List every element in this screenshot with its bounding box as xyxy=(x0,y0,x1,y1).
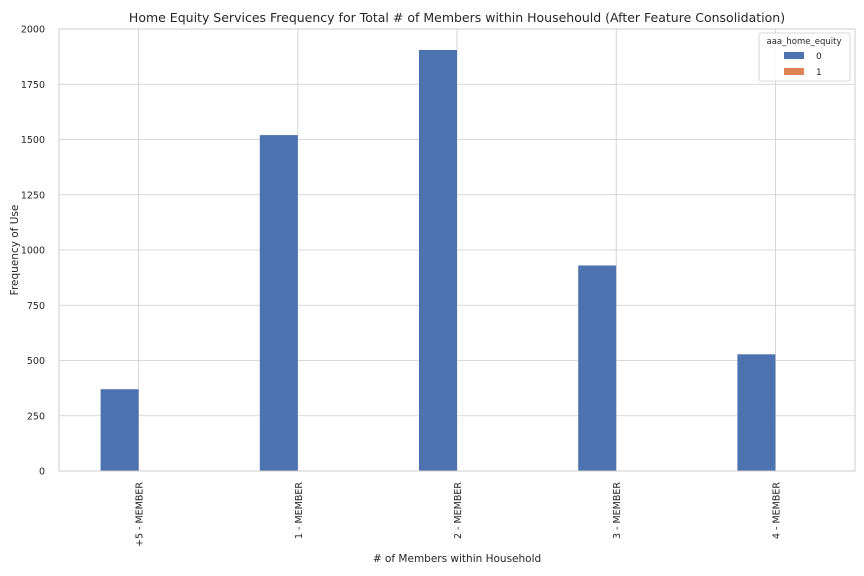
bar-series-0 xyxy=(737,354,776,471)
y-tick-label: 1750 xyxy=(21,80,45,91)
x-tick-label: 3 - MEMBER xyxy=(612,482,623,539)
legend-swatch-0 xyxy=(784,52,804,59)
plot-frame xyxy=(58,28,856,472)
x-tick-labels: +5 - MEMBER 1 - MEMBER 2 - MEMBER 3 - MEMBE… xyxy=(135,482,783,547)
y-tick-label: 250 xyxy=(27,411,45,422)
x-tick-label: 1 - MEMBER xyxy=(294,482,305,539)
legend: aaa_home_equity 0 1 xyxy=(758,32,851,82)
x-tick-label: +5 - MEMBER xyxy=(135,482,146,547)
bar-series-0 xyxy=(259,135,298,471)
y-tick-label: 2000 xyxy=(21,25,45,36)
y-axis-label: Frequency of Use xyxy=(9,205,21,296)
y-tick-label: 0 xyxy=(39,467,45,478)
legend-entry-0: 0 xyxy=(816,52,822,62)
bar-series-0 xyxy=(419,49,457,472)
chart-title: Home Equity Services Frequency for Total… xyxy=(129,10,785,25)
x-tick-label: 4 - MEMBER xyxy=(771,482,782,539)
bar-series-0 xyxy=(578,265,617,471)
legend-title: aaa_home_equity xyxy=(767,37,842,47)
bar-series-0 xyxy=(100,389,139,471)
y-tick-label: 500 xyxy=(27,356,45,367)
legend-swatch-1 xyxy=(784,68,804,75)
legend-box xyxy=(758,32,851,82)
x-tick-label: 2 - MEMBER xyxy=(453,482,464,539)
y-tick-label: 1500 xyxy=(21,135,45,146)
x-axis-label: # of Members within Household xyxy=(373,553,541,565)
legend-entry-1: 1 xyxy=(816,68,822,78)
y-tick-label: 750 xyxy=(27,301,45,312)
y-tick-labels: 0 250 500 750 1000 1250 1500 1750 2000 xyxy=(21,25,45,478)
y-tick-label: 1250 xyxy=(21,190,45,201)
y-tick-label: 1000 xyxy=(21,246,45,257)
bars xyxy=(100,49,776,472)
